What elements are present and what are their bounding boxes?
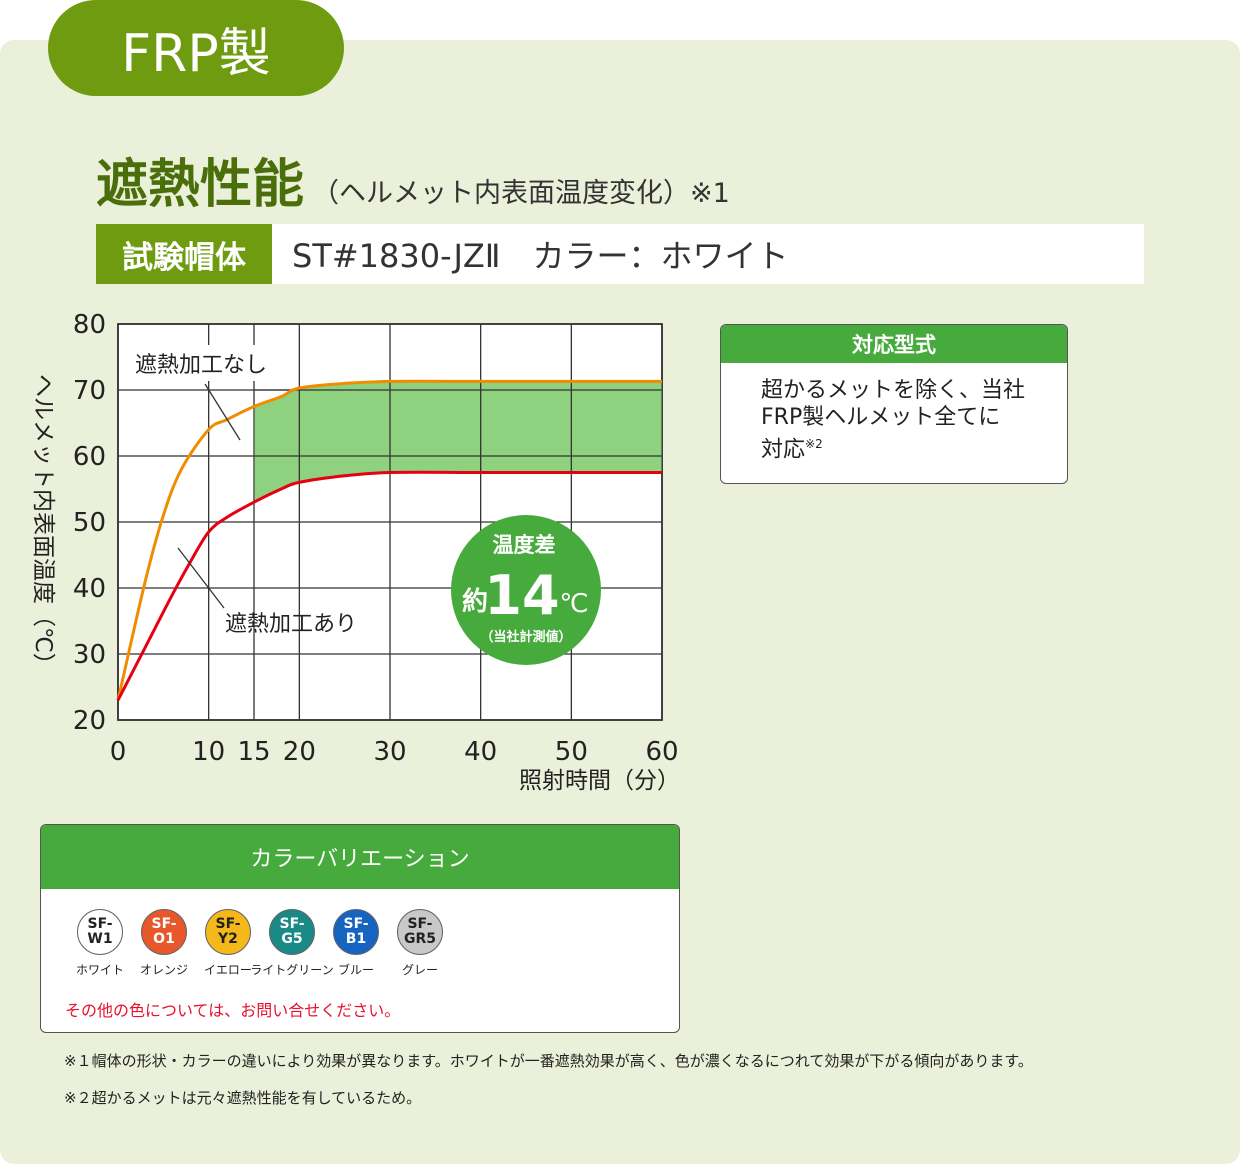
x-tick-label: 30: [373, 737, 406, 767]
line-callouts: 遮熱加工なし 遮熱加工あり: [130, 345, 357, 637]
color-code: B1: [345, 931, 367, 947]
y-tick-label: 30: [73, 640, 106, 670]
compatibility-line-text: 対応: [761, 437, 806, 463]
heading-subtitle: （ヘルメット内表面温度変化）※1: [312, 178, 730, 209]
badge-unit: ℃: [559, 589, 588, 619]
test-subject-label: 試験帽体: [96, 224, 272, 284]
x-tick-label: 10: [192, 737, 225, 767]
color-chip: SF- GR5: [397, 909, 443, 955]
badge-prefix: 約: [462, 586, 488, 617]
badge-title: 温度差: [493, 533, 556, 557]
badge-circle: [451, 515, 601, 665]
series-line-coating: [116, 470, 662, 701]
footnote-1: ※１帽体の形状・カラーの違いにより効果が異なります。ホワイトが一番遮熱効果が高く…: [64, 1052, 1033, 1070]
y-tick-label: 80: [73, 310, 106, 340]
temperature-difference-badge: 温度差 約 14 ℃ （当社計測値）: [451, 515, 601, 665]
callout-leader-line: [204, 383, 241, 441]
temperature-chart: 0 10 15 20 30 40 50 60 20 30 40 50 60 70 80 ヘルメット内表面温度…: [30, 310, 680, 794]
color-name: ホワイト: [75, 963, 124, 977]
material-tag: FRP製: [48, 0, 344, 96]
color-code-prefix: SF-: [87, 916, 113, 932]
x-tick-label: 60: [645, 737, 678, 767]
color-swatch: SF- W1 ホワイト: [68, 909, 132, 978]
test-subject-bar: 試験帽体 ST#1830-JZⅡ カラー：ホワイト: [96, 224, 1144, 284]
color-chip: SF- B1: [333, 909, 379, 955]
color-name: ブルー: [337, 963, 374, 977]
plot-frame: [117, 323, 663, 721]
y-tick-label: 20: [73, 706, 106, 736]
compatibility-body: 超かるメットを除く、当社 FRP製ヘルメット全てに 対応※2: [721, 363, 1067, 463]
color-code-prefix: SF-: [343, 916, 369, 932]
color-code-prefix: SF-: [151, 916, 177, 932]
x-tick-label: 20: [283, 737, 316, 767]
color-name: グレー: [401, 963, 438, 977]
badge-value: 14: [484, 564, 559, 627]
color-code: O1: [153, 931, 175, 947]
callout-bg: [130, 345, 290, 381]
color-name: オレンジ: [139, 963, 188, 977]
compatibility-line: 超かるメットを除く、当社: [761, 378, 1026, 403]
color-name: イエロー: [204, 963, 252, 977]
test-subject-model: ST#1830-JZⅡ カラー：ホワイト: [292, 237, 789, 275]
badge-note: （当社計測値）: [480, 629, 571, 645]
color-variation-header: カラーバリエーション: [41, 825, 679, 889]
color-code-prefix: SF-: [215, 916, 241, 932]
color-swatch: SF- G5 ライトグリーン: [250, 909, 334, 978]
y-tick-label: 70: [73, 376, 106, 406]
color-code: W1: [87, 931, 113, 947]
color-swatch: SF- O1 オレンジ: [132, 909, 196, 978]
heading-title: 遮熱性能: [96, 155, 305, 215]
x-tick-label: 15: [237, 737, 270, 767]
color-code: Y2: [218, 931, 238, 947]
color-code-prefix: SF-: [279, 916, 305, 932]
x-tick-label: 40: [464, 737, 497, 767]
y-tick-label: 60: [73, 442, 106, 472]
color-chip: SF- Y2: [205, 909, 251, 955]
color-name: ライトグリーン: [250, 963, 334, 977]
color-swatch: SF- B1 ブルー: [324, 909, 388, 978]
color-chip: SF- O1: [141, 909, 187, 955]
color-code-prefix: SF-: [407, 916, 433, 932]
callout-leader-line: [177, 547, 225, 609]
y-axis-label: ヘルメット内表面温度（℃）: [30, 374, 56, 676]
compatibility-line: FRP製ヘルメット全てに: [761, 405, 1001, 430]
x-tick-label: 0: [110, 737, 127, 767]
footnote-ref: ※2: [805, 437, 823, 451]
compatibility-header: 対応型式: [721, 325, 1067, 363]
y-tick-label: 50: [73, 508, 106, 538]
series-label-coating: 遮熱加工あり: [225, 612, 357, 637]
x-tick-label: 50: [555, 737, 588, 767]
series-label-no-coating: 遮熱加工なし: [135, 353, 267, 378]
compatibility-box: 対応型式 超かるメットを除く、当社 FRP製ヘルメット全てに 対応※2: [720, 324, 1068, 484]
y-tick-label: 40: [73, 574, 106, 604]
compatibility-line: 対応※2: [761, 431, 1067, 463]
color-variation-box: カラーバリエーション SF- W1 ホワイト SF- O1 オレンジ SF- Y2 イエロー SF…: [40, 824, 680, 1033]
color-chip: SF- W1: [77, 909, 123, 955]
series-line-no-coating: [116, 379, 662, 701]
x-axis-label: 照射時間（分）: [519, 768, 680, 794]
footnote-2: ※２超かるメットは元々遮熱性能を有しているため。: [64, 1089, 422, 1107]
section-heading: 遮熱性能 （ヘルメット内表面温度変化）※1: [96, 142, 730, 217]
color-code: G5: [281, 931, 303, 947]
color-swatch: SF- GR5 グレー: [388, 909, 452, 978]
color-code: GR5: [403, 931, 436, 947]
color-chip: SF- G5: [269, 909, 315, 955]
color-swatch: SF- Y2 イエロー: [196, 909, 260, 978]
color-inquiry-note: その他の色については、お問い合せください。: [65, 1001, 401, 1020]
